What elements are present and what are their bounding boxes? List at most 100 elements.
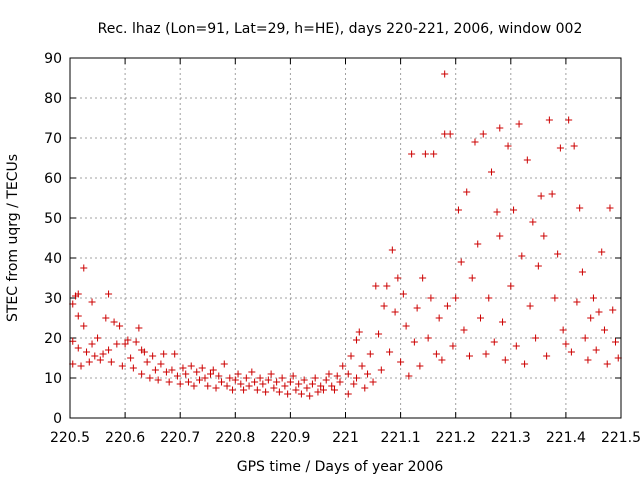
- x-tick-label: 221.4: [546, 430, 586, 446]
- data-point: [501, 356, 509, 364]
- data-point: [110, 318, 118, 326]
- data-point: [479, 130, 487, 138]
- x-tick-label: 221.5: [601, 430, 640, 446]
- data-point: [446, 130, 454, 138]
- data-point: [231, 376, 239, 384]
- data-point: [493, 208, 501, 216]
- x-tick-label: 220.7: [160, 430, 200, 446]
- data-point: [151, 366, 159, 374]
- data-point: [281, 382, 289, 390]
- x-tick-label: 221.3: [491, 430, 531, 446]
- data-point: [140, 348, 148, 356]
- data-point: [187, 362, 195, 370]
- data-point: [80, 322, 88, 330]
- data-point: [578, 268, 586, 276]
- y-axis-title: STEC from uqrg / TECUs: [5, 154, 21, 322]
- data-point: [85, 358, 93, 366]
- y-tick-label: 90: [44, 51, 62, 67]
- data-point: [333, 372, 341, 380]
- data-point: [157, 360, 165, 368]
- data-point: [581, 334, 589, 342]
- data-point: [295, 380, 303, 388]
- data-point: [529, 218, 537, 226]
- data-point: [107, 358, 115, 366]
- data-point: [410, 338, 418, 346]
- data-point: [245, 382, 253, 390]
- data-point: [567, 348, 575, 356]
- data-point: [548, 190, 556, 198]
- data-point: [562, 340, 570, 348]
- x-tick-label: 221.1: [381, 430, 421, 446]
- data-point: [523, 156, 531, 164]
- data-point: [482, 350, 490, 358]
- data-point: [465, 352, 473, 360]
- data-point: [471, 138, 479, 146]
- y-tick-label: 80: [44, 91, 62, 107]
- data-point: [339, 362, 347, 370]
- data-point: [74, 290, 82, 298]
- data-point: [361, 384, 369, 392]
- data-point: [408, 150, 416, 158]
- data-point: [267, 370, 275, 378]
- data-point: [366, 350, 374, 358]
- data-point: [116, 322, 124, 330]
- data-point: [499, 318, 507, 326]
- plot-frame: [69, 57, 622, 419]
- data-point: [173, 372, 181, 380]
- data-point: [435, 314, 443, 322]
- axis-ticks: 220.5 220.6 220.7 220.8 220.9 221 221.1 221.2 22…: [44, 51, 640, 446]
- data-point: [540, 232, 548, 240]
- data-point: [611, 338, 619, 346]
- data-point: [350, 380, 358, 388]
- data-point: [132, 338, 140, 346]
- data-point: [512, 342, 520, 350]
- data-point: [452, 294, 460, 302]
- data-point: [256, 374, 264, 382]
- data-point: [413, 304, 421, 312]
- data-point: [129, 364, 137, 372]
- data-point: [91, 352, 99, 360]
- data-point: [507, 282, 515, 290]
- data-point: [388, 246, 396, 254]
- y-tick-label: 50: [44, 211, 62, 227]
- data-point: [476, 314, 484, 322]
- data-point: [300, 376, 308, 384]
- data-point: [262, 388, 270, 396]
- data-point: [105, 346, 113, 354]
- y-tick-label: 30: [44, 291, 62, 307]
- x-tick-label: 221.2: [436, 430, 476, 446]
- data-point: [377, 366, 385, 374]
- data-point: [375, 330, 383, 338]
- x-tick-label: 220.9: [270, 430, 310, 446]
- data-point: [454, 206, 462, 214]
- data-point: [399, 290, 407, 298]
- data-point: [74, 312, 82, 320]
- data-point: [121, 340, 129, 348]
- data-point: [171, 350, 179, 358]
- data-point: [113, 340, 121, 348]
- data-point: [204, 382, 212, 390]
- data-point: [297, 390, 305, 398]
- data-point: [441, 70, 449, 78]
- data-point: [314, 388, 322, 396]
- data-point: [253, 386, 261, 394]
- data-point: [311, 374, 319, 382]
- data-point: [573, 298, 581, 306]
- data-point: [518, 252, 526, 260]
- data-point: [190, 382, 198, 390]
- data-point: [545, 116, 553, 124]
- data-point: [344, 370, 352, 378]
- data-point: [168, 366, 176, 374]
- y-tick-label: 40: [44, 251, 62, 267]
- data-point: [218, 378, 226, 386]
- data-point: [278, 374, 286, 382]
- data-point: [74, 344, 82, 352]
- data-point: [559, 326, 567, 334]
- y-tick-label: 60: [44, 171, 62, 187]
- data-point: [96, 356, 104, 364]
- data-point: [118, 362, 126, 370]
- data-point: [554, 250, 562, 258]
- data-point: [424, 334, 432, 342]
- data-point: [226, 374, 234, 382]
- data-point: [603, 360, 611, 368]
